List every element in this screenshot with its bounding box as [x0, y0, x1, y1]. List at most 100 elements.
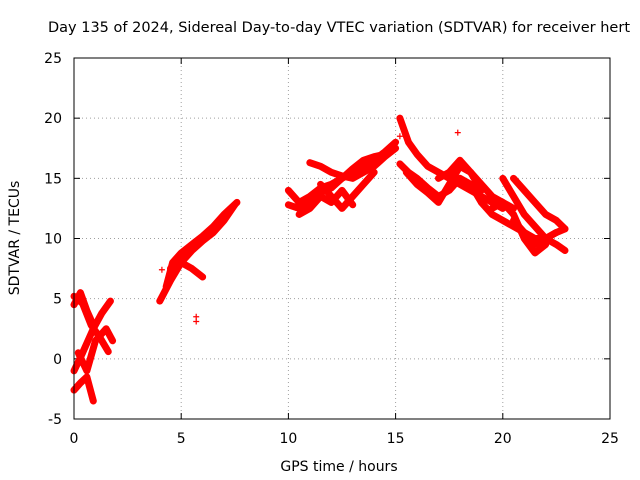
data-point [88, 317, 95, 324]
data-point [156, 298, 163, 305]
data-point [349, 175, 356, 182]
data-point [456, 157, 463, 164]
data-point [396, 160, 403, 167]
x-tick-label: 0 [70, 431, 79, 447]
data-point [92, 337, 99, 344]
data-point [489, 199, 496, 206]
data-point [381, 153, 388, 160]
data-points [70, 114, 569, 405]
data-point [339, 187, 345, 194]
data-point [163, 283, 170, 290]
data-point [446, 181, 453, 188]
data-point [296, 211, 303, 218]
series-arc-12 [295, 186, 357, 218]
data-point [414, 151, 421, 158]
x-tick-label: 20 [494, 431, 512, 447]
series-arc-10 [284, 150, 389, 212]
y-axis-label: SDTVAR / TECUs [7, 181, 23, 296]
data-point [306, 205, 313, 212]
data-point [435, 199, 442, 206]
data-point [405, 139, 412, 146]
series-arc-7 [162, 198, 241, 291]
data-point [521, 187, 528, 194]
data-point [339, 172, 345, 179]
data-point [424, 189, 431, 196]
data-point [233, 199, 240, 206]
data-point [392, 145, 399, 152]
data-point [199, 233, 206, 240]
y-tick-label: 15 [44, 171, 62, 187]
data-point [489, 193, 496, 200]
data-point [210, 223, 217, 230]
data-point [521, 235, 528, 242]
series-arc-8 [166, 259, 207, 281]
x-tick-label: 25 [601, 431, 619, 447]
data-point [371, 169, 378, 176]
data-point [221, 211, 228, 218]
data-point [561, 247, 568, 254]
data-point [553, 217, 560, 224]
data-point [339, 205, 345, 212]
data-point [328, 193, 335, 200]
data-point [167, 265, 174, 272]
data-point [371, 163, 378, 170]
data-point [178, 249, 185, 256]
series-arc-13 [317, 168, 378, 212]
data-point [414, 181, 421, 188]
plot-frame [73, 57, 611, 420]
data-point [531, 249, 538, 256]
x-tick-label: 15 [387, 431, 405, 447]
data-point [178, 259, 185, 266]
data-point [103, 325, 110, 332]
data-point [489, 205, 496, 212]
data-point [83, 307, 90, 314]
data-point [360, 157, 367, 164]
data-point [499, 175, 506, 182]
y-tick-label: 10 [44, 232, 62, 248]
x-tick-label: 10 [279, 431, 297, 447]
data-point [561, 225, 568, 232]
data-point [553, 241, 560, 248]
data-point [98, 310, 105, 317]
data-point [510, 211, 517, 218]
y-tick-label: 25 [44, 51, 62, 67]
data-point [306, 159, 313, 166]
data-point [499, 217, 506, 224]
outlier-point [193, 318, 200, 325]
data-point [349, 165, 356, 172]
data-point [456, 175, 463, 182]
data-point [467, 169, 474, 176]
data-point [396, 115, 403, 122]
data-point [435, 169, 442, 176]
data-point [306, 196, 313, 203]
chart-title: Day 135 of 2024, Sidereal Day-to-day VTE… [48, 20, 630, 36]
data-point [328, 169, 335, 176]
data-point [424, 163, 431, 170]
data-point [531, 199, 538, 206]
data-point [403, 169, 410, 176]
data-point [510, 193, 517, 200]
data-point [105, 348, 112, 355]
data-point [90, 325, 97, 332]
data-point [83, 367, 90, 374]
series-arc-4 [70, 289, 95, 324]
y-tick-label: -5 [48, 412, 62, 428]
data-point [317, 193, 324, 200]
data-point [435, 175, 442, 182]
y-tick-label: 5 [53, 292, 62, 308]
data-point [521, 211, 528, 218]
outlier-point [396, 133, 403, 140]
data-point [107, 298, 114, 305]
data-point [360, 169, 367, 176]
data-point [328, 184, 335, 191]
data-point [371, 153, 378, 160]
data-point [531, 223, 538, 230]
data-point [499, 199, 506, 206]
data-point [542, 211, 549, 218]
data-point [285, 201, 292, 208]
data-point [77, 379, 84, 386]
x-tick-label: 5 [177, 431, 186, 447]
data-point [75, 349, 82, 356]
data-point [296, 205, 303, 212]
data-point [188, 265, 195, 272]
